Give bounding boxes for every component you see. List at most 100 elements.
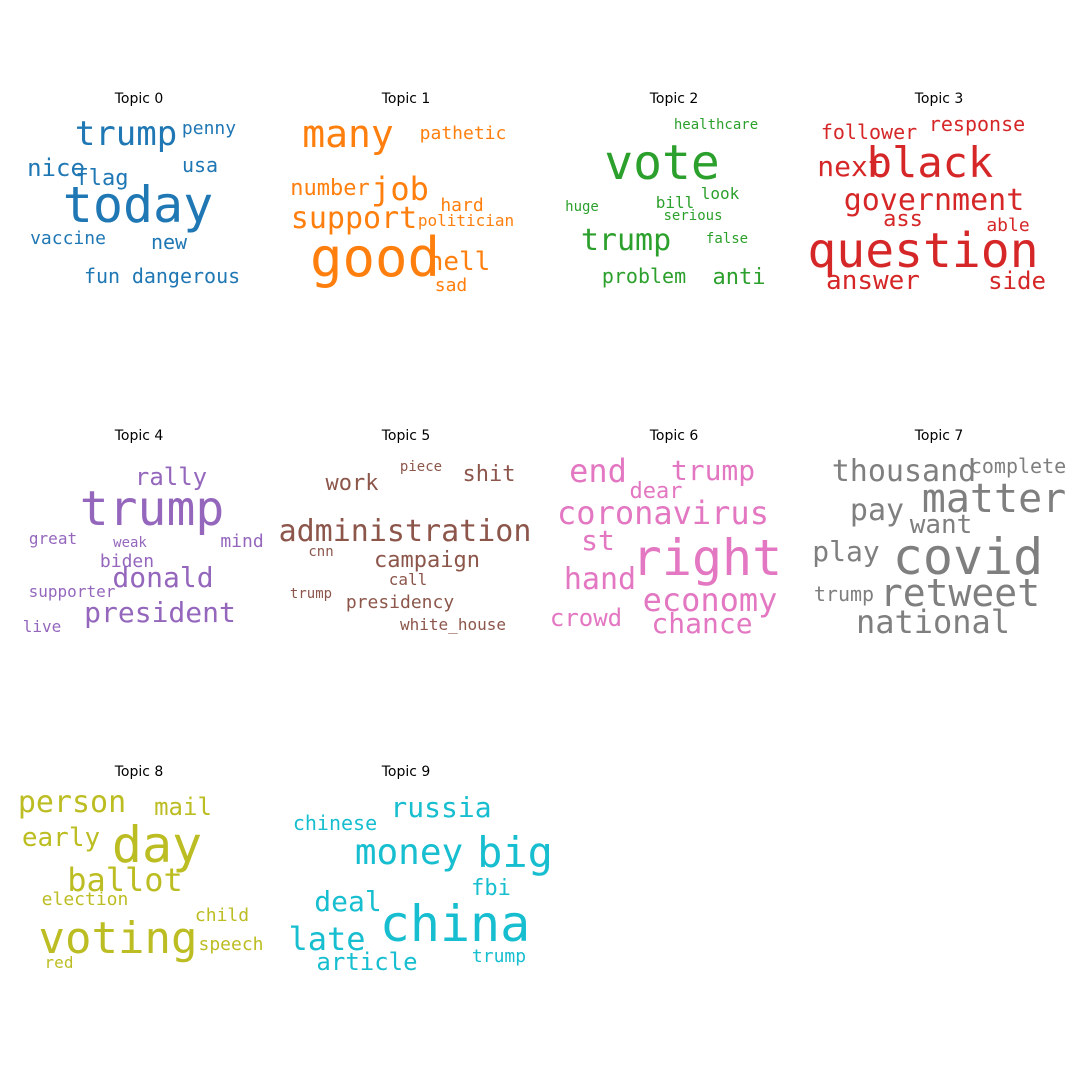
cloud-word: trump — [289, 586, 333, 602]
cloud-word: side — [988, 267, 1046, 295]
cloud-word: pay — [849, 493, 905, 528]
panel-title: Topic 3 — [914, 91, 964, 107]
cloud-word: ass — [883, 207, 923, 232]
cloud-word: st — [581, 524, 615, 557]
cloud-word: call — [388, 570, 428, 589]
cloud-word: weak — [113, 535, 147, 551]
cloud-word: penny — [181, 118, 237, 139]
cloud-word: question — [807, 223, 1039, 279]
cloud-word: crowd — [549, 604, 623, 632]
cloud-word: trump — [79, 481, 225, 537]
cloud-word: sad — [434, 275, 468, 296]
cloud-word: campaign — [374, 548, 480, 573]
cloud-word: trump — [670, 454, 756, 487]
cloud-word: anti — [712, 265, 766, 290]
wordcloud-panel: Topic 9 china big money russia chinese deal fbi… — [281, 765, 552, 985]
cloud-word: problem — [601, 264, 687, 288]
cloud-word: ballot — [67, 861, 183, 899]
cloud-word: dangerous — [131, 264, 241, 288]
cloud-word: chinese — [292, 811, 378, 835]
cloud-word: vote — [604, 135, 720, 191]
cloud-word: trump — [74, 114, 178, 154]
cloud-word: article — [316, 948, 418, 976]
cloud-word: hell — [427, 247, 491, 277]
cloud-word: huge — [565, 199, 599, 215]
cloud-word: mail — [154, 793, 212, 821]
panel-title: Topic 0 — [114, 91, 164, 107]
cloud-word: mind — [220, 531, 264, 552]
cloud-word: end — [569, 452, 627, 490]
cloud-word: serious — [663, 208, 723, 224]
cloud-word: white_house — [400, 615, 506, 634]
cloud-word: good — [309, 226, 441, 289]
cloud-word: usa — [181, 153, 219, 177]
cloud-word: pathetic — [419, 123, 507, 144]
wordcloud-panel: Topic 3 question black government next follow… — [807, 91, 1064, 312]
cloud-word: great — [28, 529, 78, 548]
panel-title: Topic 8 — [114, 764, 164, 780]
cloud-word: matter — [921, 476, 1067, 522]
cloud-word: coronavirus — [557, 494, 769, 532]
wordcloud-panel: Topic 5 administration work shit piece campai… — [278, 428, 532, 649]
cloud-word: work — [325, 471, 379, 496]
cloud-word: support — [290, 201, 418, 236]
wordcloud-panel: Topic 7 covid matter retweet thousand complet… — [812, 429, 1067, 649]
cloud-word: want — [909, 510, 973, 540]
cloud-word: response — [928, 112, 1026, 136]
cloud-word: many — [302, 112, 394, 156]
cloud-word: next — [817, 150, 885, 183]
cloud-word: dear — [629, 479, 683, 504]
wordcloud-panel: Topic 1 good many job support number pathetic h… — [281, 92, 531, 312]
cloud-word: administration — [278, 514, 532, 549]
cloud-word: hand — [563, 562, 637, 597]
panel-title: Topic 1 — [381, 91, 431, 107]
cloud-word: false — [705, 231, 749, 247]
cloud-word: economy — [642, 581, 778, 619]
cloud-word: election — [41, 889, 129, 910]
cloud-word: right — [631, 529, 783, 587]
cloud-word: bill — [655, 193, 695, 212]
wordcloud-panel: Topic 6 right coronavirus economy end trump de… — [549, 429, 799, 649]
cloud-word: biden — [99, 551, 155, 572]
cloud-word: healthcare — [673, 117, 759, 133]
cloud-word: new — [150, 230, 188, 254]
cloud-word: piece — [399, 459, 443, 475]
cloud-word: deal — [314, 885, 382, 918]
cloud-word: fun — [83, 264, 121, 288]
cloud-word: trump — [471, 946, 527, 967]
panel-title: Topic 5 — [381, 428, 431, 444]
cloud-word: speech — [198, 934, 264, 955]
cloud-word: china — [379, 895, 531, 953]
cloud-word: politician — [417, 211, 515, 230]
cloud-word: supporter — [28, 582, 116, 601]
cloud-word: play — [812, 535, 880, 568]
cloud-word: complete — [969, 454, 1067, 478]
cloud-word: national — [855, 603, 1011, 641]
cloud-word: shit — [462, 462, 516, 487]
cloud-word: vaccine — [30, 228, 106, 249]
cloud-word: today — [62, 176, 214, 234]
cloud-word: able — [986, 215, 1030, 236]
cloud-word: look — [700, 184, 740, 203]
wordcloud-panel: Topic 8 day voting ballot person mail early ele… — [14, 765, 264, 985]
cloud-word: nice — [27, 154, 85, 182]
panel-title: Topic 4 — [114, 428, 164, 444]
cloud-word: hard — [440, 195, 484, 216]
cloud-word: fbi — [471, 876, 511, 901]
cloud-word: answer — [826, 266, 920, 296]
panel-title: Topic 6 — [649, 428, 699, 444]
cloud-word: chance — [651, 607, 753, 640]
wordcloud-panel: Topic 2 vote trump healthcare huge bill look se… — [549, 92, 799, 312]
panel-title: Topic 2 — [649, 91, 699, 107]
cloud-word: day — [111, 816, 203, 874]
cloud-word: thousand — [831, 454, 977, 489]
cloud-word: cnn — [308, 544, 334, 560]
cloud-word: child — [194, 905, 250, 926]
cloud-word: follower — [820, 120, 918, 144]
wordcloud-panel: Topic 0 today trump nice usa penny flag vaccine… — [14, 92, 264, 312]
cloud-word: government — [843, 183, 1025, 218]
cloud-word: trump — [813, 582, 875, 606]
cloud-word: president — [84, 596, 236, 629]
cloud-word: covid — [892, 528, 1044, 586]
